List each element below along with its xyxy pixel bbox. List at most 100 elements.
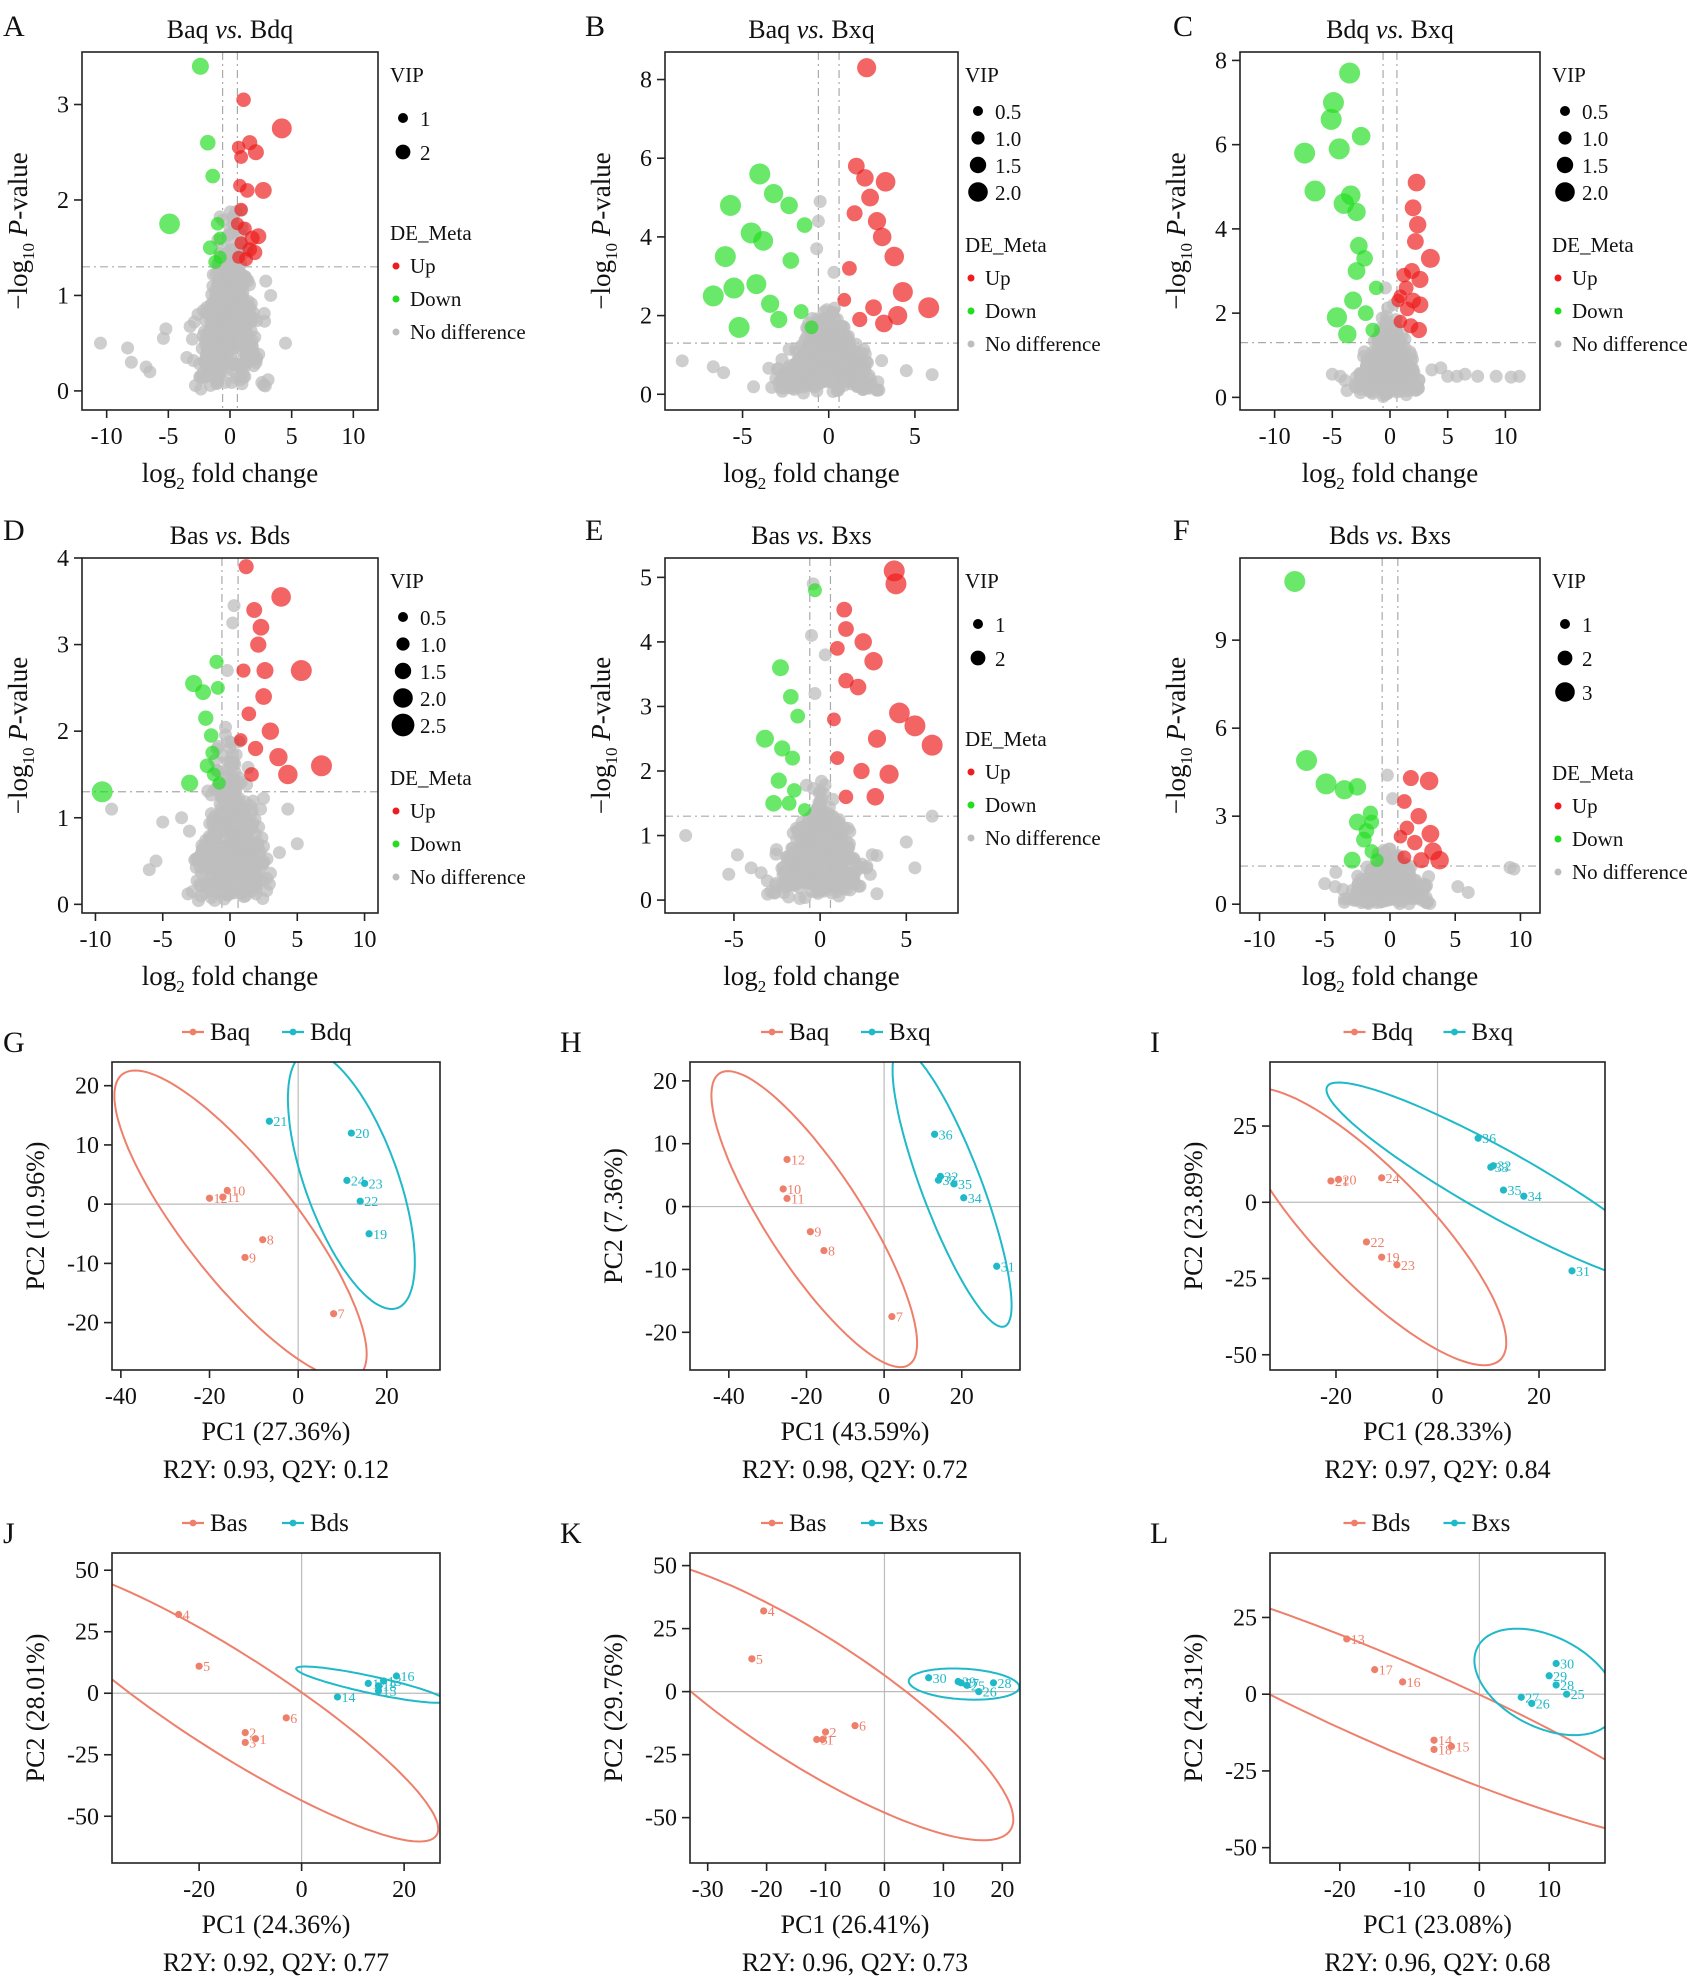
legend-vip-label: 2: [1582, 647, 1593, 671]
plot-frame: [111, 1552, 441, 1864]
group-a-point: [282, 1714, 290, 1722]
nodiff-point: [233, 827, 247, 841]
group-b-point-label: 14: [342, 1691, 356, 1706]
y-tick-label: 0: [1215, 385, 1227, 411]
y-tick-label: 0: [665, 1195, 677, 1221]
nodiff-point: [257, 840, 271, 854]
nodiff-point: [226, 794, 240, 808]
down-point: [195, 684, 212, 701]
x-tick-label: -10: [810, 1877, 842, 1903]
points-layer: [82, 52, 378, 410]
plot-title: Bas vs. Bxs: [751, 521, 872, 550]
group-a-point-label: 10: [787, 1183, 801, 1198]
nodiff-point: [1374, 343, 1388, 357]
plot-title: Baq vs. Bxq: [748, 15, 874, 44]
legend-group-b-label: Bxs: [889, 1510, 928, 1537]
nodiff-point: [870, 887, 884, 901]
down-point: [1365, 322, 1380, 338]
panel-letter: I: [1150, 1026, 1160, 1059]
down-point: [774, 740, 791, 757]
pca-legend: Bas Bxs: [761, 1510, 928, 1537]
nodiff-point: [233, 330, 247, 344]
group-a-point: [820, 1246, 828, 1255]
y-tick-label: 3: [640, 694, 652, 720]
group-b-point: [934, 1176, 943, 1184]
nodiff-point: [214, 801, 228, 815]
nodiff-point: [187, 315, 201, 329]
x-tick-label: -40: [713, 1384, 745, 1410]
nodiff-point: [1366, 373, 1380, 387]
legend-nodiff-icon: [1554, 868, 1562, 876]
legend-vip-size-icon: [971, 131, 985, 145]
y-axis-label: −log10 P-value: [3, 152, 38, 309]
group-b-point: [1552, 1681, 1560, 1689]
up-point: [1393, 829, 1408, 844]
nodiff-point: [826, 365, 840, 379]
group-a-point-label: 6: [290, 1712, 297, 1727]
down-point: [1351, 126, 1371, 146]
up-point: [238, 559, 254, 575]
group-a-point: [330, 1310, 338, 1318]
y-tick-label: -50: [1225, 1343, 1257, 1369]
confidence-ellipse-group-a: [1270, 1088, 1508, 1367]
legend-vip-size-icon: [1560, 619, 1570, 629]
nodiff-point: [747, 380, 761, 394]
nodiff-point: [105, 802, 119, 816]
nodiff-point: [875, 354, 889, 368]
model-stats-caption: R2Y: 0.96, Q2Y: 0.73: [742, 1948, 968, 1977]
up-point: [1391, 293, 1405, 308]
legend-up-label: Up: [410, 799, 436, 823]
up-point: [866, 788, 885, 806]
up-point: [846, 205, 863, 222]
legend-up-label: Up: [985, 760, 1011, 784]
legend-up-icon: [1554, 802, 1562, 810]
nodiff-point: [925, 809, 939, 823]
group-b-point-label: 31: [1001, 1260, 1015, 1275]
down-point: [1315, 773, 1337, 795]
up-point: [838, 672, 854, 689]
x-tick-label: 5: [1442, 424, 1454, 450]
group-a-point-label: 15: [1455, 1740, 1469, 1755]
group-a-point: [1447, 1742, 1456, 1750]
nodiff-point: [1512, 369, 1526, 383]
down-point: [746, 274, 767, 295]
group-a-point-label: 1: [827, 1734, 834, 1749]
down-point: [793, 304, 809, 320]
group-a-point-label: 7: [338, 1308, 345, 1323]
y-axis-label: PC2 (28.01%): [21, 1634, 50, 1783]
x-axis-label: PC1 (28.33%): [1363, 1417, 1512, 1446]
points-layer: [665, 558, 958, 913]
legend-group-a-dot: [189, 1519, 197, 1527]
x-axis-label: log2 fold change: [142, 961, 318, 996]
up-point: [918, 297, 940, 319]
group-a-point-label: 5: [756, 1653, 763, 1668]
group-b-point: [1568, 1267, 1576, 1275]
group-a-point-label: 22: [1370, 1236, 1384, 1251]
nodiff-point: [224, 307, 238, 321]
group-b-point: [963, 1681, 971, 1689]
y-tick-label: -50: [67, 1804, 99, 1830]
nodiff-point: [839, 853, 853, 867]
nodiff-point: [1458, 367, 1472, 381]
nodiff-point: [196, 328, 210, 342]
group-a-point: [818, 1735, 827, 1744]
group-b-point-label: 25: [1571, 1688, 1585, 1703]
nodiff-point: [1397, 885, 1411, 899]
x-tick-label: -10: [1259, 424, 1291, 450]
nodiff-point: [199, 313, 213, 327]
up-point: [255, 688, 272, 705]
down-point: [1339, 62, 1361, 84]
group-a-point: [760, 1607, 768, 1615]
panel-letter: J: [3, 1517, 15, 1550]
up-point: [239, 183, 255, 198]
nodiff-point: [263, 866, 277, 880]
x-tick-label: 5: [286, 424, 298, 450]
down-point: [1326, 307, 1348, 328]
up-point: [246, 601, 263, 618]
up-point: [847, 157, 865, 175]
group-a-point-label: 12: [791, 1153, 805, 1168]
nodiff-point: [1390, 385, 1404, 399]
legend-down-icon: [1554, 307, 1562, 315]
nodiff-point: [258, 314, 272, 328]
